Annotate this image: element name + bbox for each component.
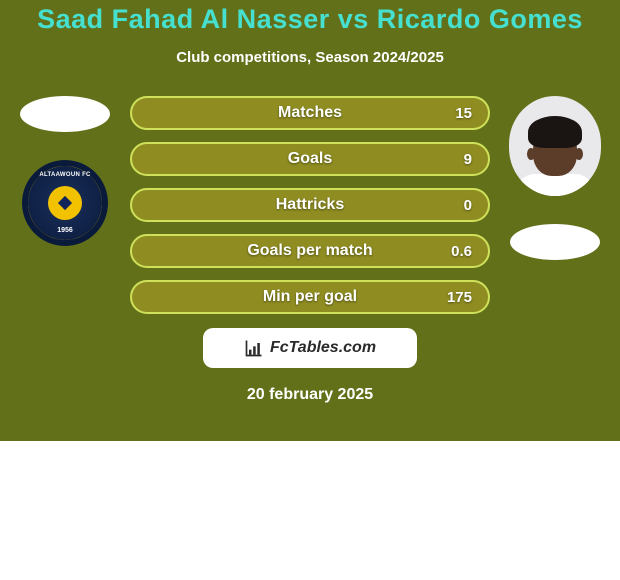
right-player-photo (509, 96, 601, 196)
club-badge-inner: ALTAAWOUN FC 1956 (28, 166, 102, 240)
page-title: Saad Fahad Al Nasser vs Ricardo Gomes (0, 4, 620, 35)
player-head (533, 126, 577, 176)
stat-bar-hattricks: Hattricks 0 (130, 188, 490, 222)
attribution-badge: FcTables.com (203, 328, 417, 368)
chart-icon (244, 338, 264, 358)
left-flag (20, 96, 110, 132)
stat-value-right: 0 (464, 197, 472, 214)
stat-value-right: 9 (464, 151, 472, 168)
stat-label: Min per goal (263, 288, 357, 306)
stat-label: Hattricks (276, 196, 344, 214)
right-flag (510, 224, 600, 260)
attribution-text: FcTables.com (270, 339, 376, 357)
stat-label: Goals (288, 150, 332, 168)
stat-bar-mpg: Min per goal 175 (130, 280, 490, 314)
stat-bar-goals: Goals 9 (130, 142, 490, 176)
player-hair (528, 116, 582, 148)
left-player-col: ALTAAWOUN FC 1956 (10, 96, 120, 246)
date-text: 20 february 2025 (0, 386, 620, 404)
stat-value-right: 0.6 (451, 243, 472, 260)
card-gradient-area: Saad Fahad Al Nasser vs Ricardo Gomes Cl… (0, 0, 620, 440)
club-ball-icon (48, 186, 82, 220)
stat-value-right: 15 (455, 105, 472, 122)
stat-value-right: 175 (447, 289, 472, 306)
player-ear (527, 148, 535, 160)
stat-label: Matches (278, 104, 342, 122)
left-club-badge: ALTAAWOUN FC 1956 (22, 160, 108, 246)
player-shirt (515, 174, 595, 196)
stat-bars: Matches 15 Goals 9 Hattricks 0 Goals per… (120, 96, 500, 314)
club-name-text: ALTAAWOUN FC (39, 172, 90, 178)
content-row: ALTAAWOUN FC 1956 Matches 15 Goals 9 Hat… (0, 96, 620, 314)
player-ear (575, 148, 583, 160)
subtitle: Club competitions, Season 2024/2025 (0, 49, 620, 66)
stat-bar-gpm: Goals per match 0.6 (130, 234, 490, 268)
comparison-card: Saad Fahad Al Nasser vs Ricardo Gomes Cl… (0, 0, 620, 580)
club-year-text: 1956 (57, 227, 73, 234)
stat-bar-matches: Matches 15 (130, 96, 490, 130)
right-player-col (500, 96, 610, 260)
stat-label: Goals per match (247, 242, 372, 260)
